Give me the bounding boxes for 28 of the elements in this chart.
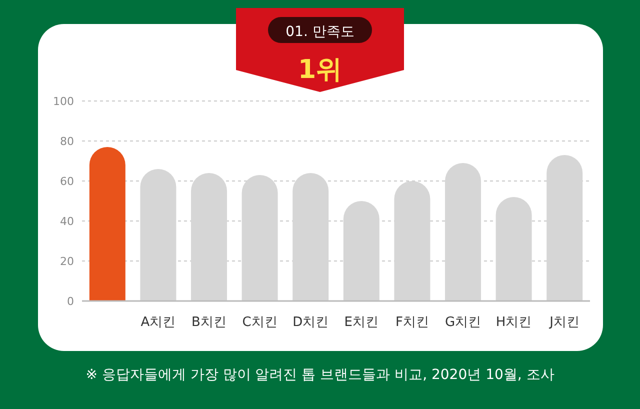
y-tick-label: 40: [60, 215, 74, 228]
y-tick-label: 100: [53, 95, 74, 108]
x-tick-label: J치킨: [548, 315, 580, 330]
y-tick-label: 20: [60, 255, 74, 268]
x-tick-label: E치킨: [344, 315, 379, 330]
bar: [292, 173, 329, 301]
x-tick-label: H치킨: [496, 315, 532, 330]
x-tick-label: G치킨: [444, 315, 482, 330]
chart-title: 01. 만족도: [286, 24, 354, 40]
x-tick-label: F치킨: [395, 315, 429, 330]
text: ※ 응답자들에게 가장 많이 알려진 톱 브랜드들과 비교, 2020년 10월, 조사: [86, 367, 554, 383]
bar: [191, 173, 227, 301]
y-tick-label: 60: [60, 175, 74, 188]
chart-subtitle: 1위: [298, 55, 342, 85]
bar: [140, 169, 176, 301]
x-tick-label: A치킨: [140, 315, 176, 330]
bar: [343, 201, 380, 301]
bar: [546, 155, 583, 301]
x-tick-label: B치킨: [192, 315, 226, 330]
x-tick-label: D치킨: [292, 315, 329, 330]
y-tick-label: 80: [60, 135, 74, 148]
y-tick-label: 0: [67, 295, 74, 308]
bar: [394, 181, 430, 301]
bar: [496, 197, 532, 301]
bar: [89, 147, 126, 301]
bar: [242, 175, 278, 301]
x-tick-label: C치킨: [242, 315, 278, 330]
bar: [445, 163, 481, 301]
